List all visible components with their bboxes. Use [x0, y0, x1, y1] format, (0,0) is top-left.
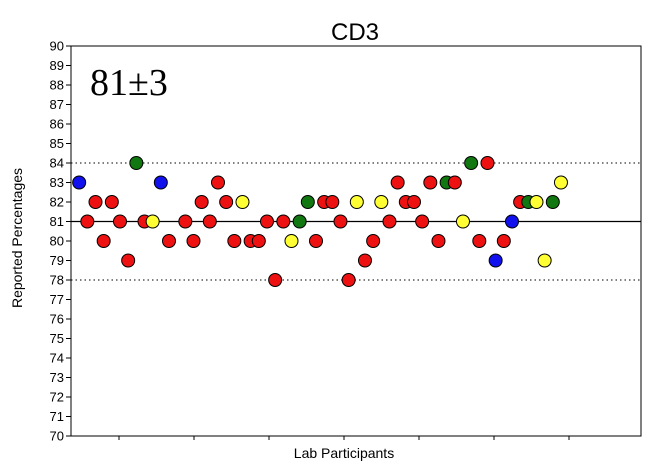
data-point — [153, 175, 168, 190]
data-point — [423, 175, 438, 190]
y-tick-label: 71 — [50, 409, 64, 424]
y-tick-label: 84 — [50, 156, 64, 171]
data-point — [80, 214, 95, 229]
data-point — [227, 234, 242, 248]
y-tick-label: 78 — [50, 273, 64, 288]
data-point — [333, 214, 348, 229]
data-point — [202, 214, 217, 229]
y-tick-label: 83 — [50, 175, 64, 190]
data-point — [178, 214, 193, 229]
data-point — [537, 253, 552, 268]
y-tick-label: 85 — [50, 136, 64, 151]
data-point — [161, 234, 176, 248]
data-point — [504, 214, 519, 229]
data-point — [472, 234, 487, 248]
data-point — [406, 195, 421, 209]
data-point — [447, 175, 462, 190]
data-point — [121, 253, 136, 268]
data-point — [219, 195, 234, 209]
data-point — [300, 195, 315, 209]
data-point — [382, 214, 397, 229]
data-point — [390, 175, 405, 190]
data-point — [415, 214, 430, 229]
y-tick-label: 88 — [50, 78, 64, 93]
data-point — [431, 234, 446, 248]
data-point — [210, 175, 225, 190]
y-tick-label: 90 — [50, 39, 64, 54]
y-tick-label: 70 — [50, 429, 64, 444]
data-point — [366, 234, 381, 248]
y-tick-label: 74 — [50, 351, 64, 366]
data-point — [349, 195, 364, 209]
data-point — [308, 234, 323, 248]
x-axis-label: Lab Participants — [294, 445, 394, 461]
data-point — [488, 253, 503, 268]
y-tick-label: 77 — [50, 292, 64, 307]
y-tick-label: 76 — [50, 312, 64, 327]
data-point — [284, 234, 299, 248]
data-point — [374, 195, 389, 209]
y-tick-label: 82 — [50, 195, 64, 210]
plot-area: 70 71 72 73 74 75 76 77 78 79 80 81 82 83 84 85 86 87 88 89… — [50, 39, 642, 444]
plot-frame — [70, 45, 642, 437]
y-tick-label: 81 — [50, 214, 64, 229]
range-annotation: 81±3 — [90, 62, 168, 104]
data-point — [251, 234, 266, 248]
y-tick-label: 87 — [50, 97, 64, 112]
data-point — [259, 214, 274, 229]
data-point — [96, 234, 111, 248]
y-tick-label: 75 — [50, 331, 64, 346]
y-tick-label: 86 — [50, 117, 64, 132]
data-point — [145, 214, 160, 229]
data-point — [325, 195, 340, 209]
chart-title: CD3 — [331, 19, 379, 46]
data-point — [553, 175, 568, 190]
data-point — [455, 214, 470, 229]
data-point — [357, 253, 372, 268]
data-point — [235, 195, 250, 209]
y-tick-label: 79 — [50, 253, 64, 268]
data-point — [292, 214, 307, 229]
data-point — [545, 195, 560, 209]
data-point — [129, 156, 144, 170]
data-point — [186, 234, 201, 248]
y-axis-label: Reported Percentages — [9, 168, 25, 308]
data-point — [496, 234, 511, 248]
data-point — [341, 273, 356, 287]
data-point — [194, 195, 209, 209]
data-point — [529, 195, 544, 209]
y-tick-label: 89 — [50, 58, 64, 73]
data-point — [276, 214, 291, 229]
y-tick-label: 73 — [50, 370, 64, 385]
data-point — [88, 195, 103, 209]
data-point — [464, 156, 479, 170]
y-tick-label: 80 — [50, 234, 64, 249]
data-point — [72, 175, 87, 190]
data-point — [104, 195, 119, 209]
y-tick-label: 72 — [50, 390, 64, 405]
data-point — [112, 214, 127, 229]
data-point — [480, 156, 495, 170]
data-point — [268, 273, 283, 287]
